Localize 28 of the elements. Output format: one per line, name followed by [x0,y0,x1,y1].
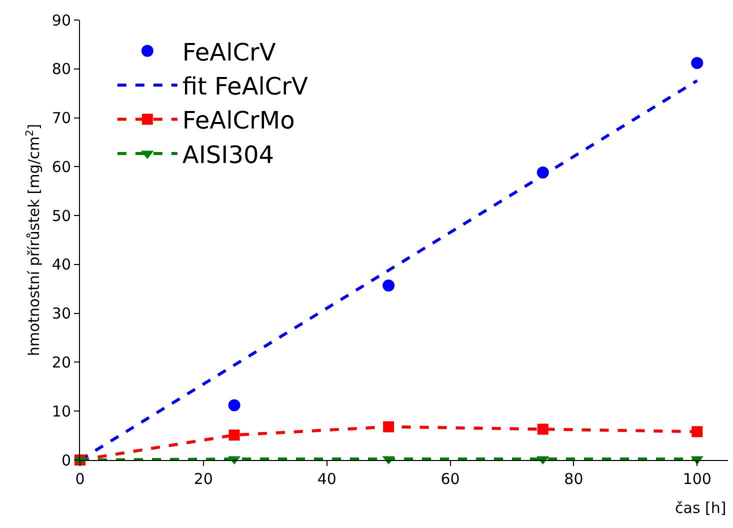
point [382,279,395,292]
x-tick-label: 60 [440,470,460,488]
y-tick-label: 40 [52,256,71,274]
y-tick-label: 30 [52,304,71,323]
point [691,57,704,70]
x-tick-label: 20 [194,470,213,488]
y-tick-label: 20 [52,353,71,372]
point [537,424,548,435]
y-tick-label: 90 [52,11,71,30]
y-tick-label: 0 [61,451,71,470]
x-tick-label: 80 [564,470,584,488]
point [383,421,394,432]
legend-label: fit FeAlCrV [182,72,309,100]
point [692,426,703,438]
legend-label: FeAlCrV [182,38,276,66]
x-tick-label: 100 [682,470,712,488]
point [228,399,240,412]
legend-label: AISI304 [182,140,274,169]
y-tick-label: 50 [52,206,71,225]
legend-label: FeAlCrMo [182,106,295,135]
x-tick-label: 0 [75,470,85,488]
y-tick-label: 80 [52,60,71,78]
y-tick-label: 60 [52,158,71,176]
y-tick-label: 10 [52,402,71,420]
x-tick-label: 40 [317,470,336,488]
y-tick-label: 70 [52,109,71,128]
point [228,430,240,441]
x-axis-title: čas [h] [675,499,726,517]
